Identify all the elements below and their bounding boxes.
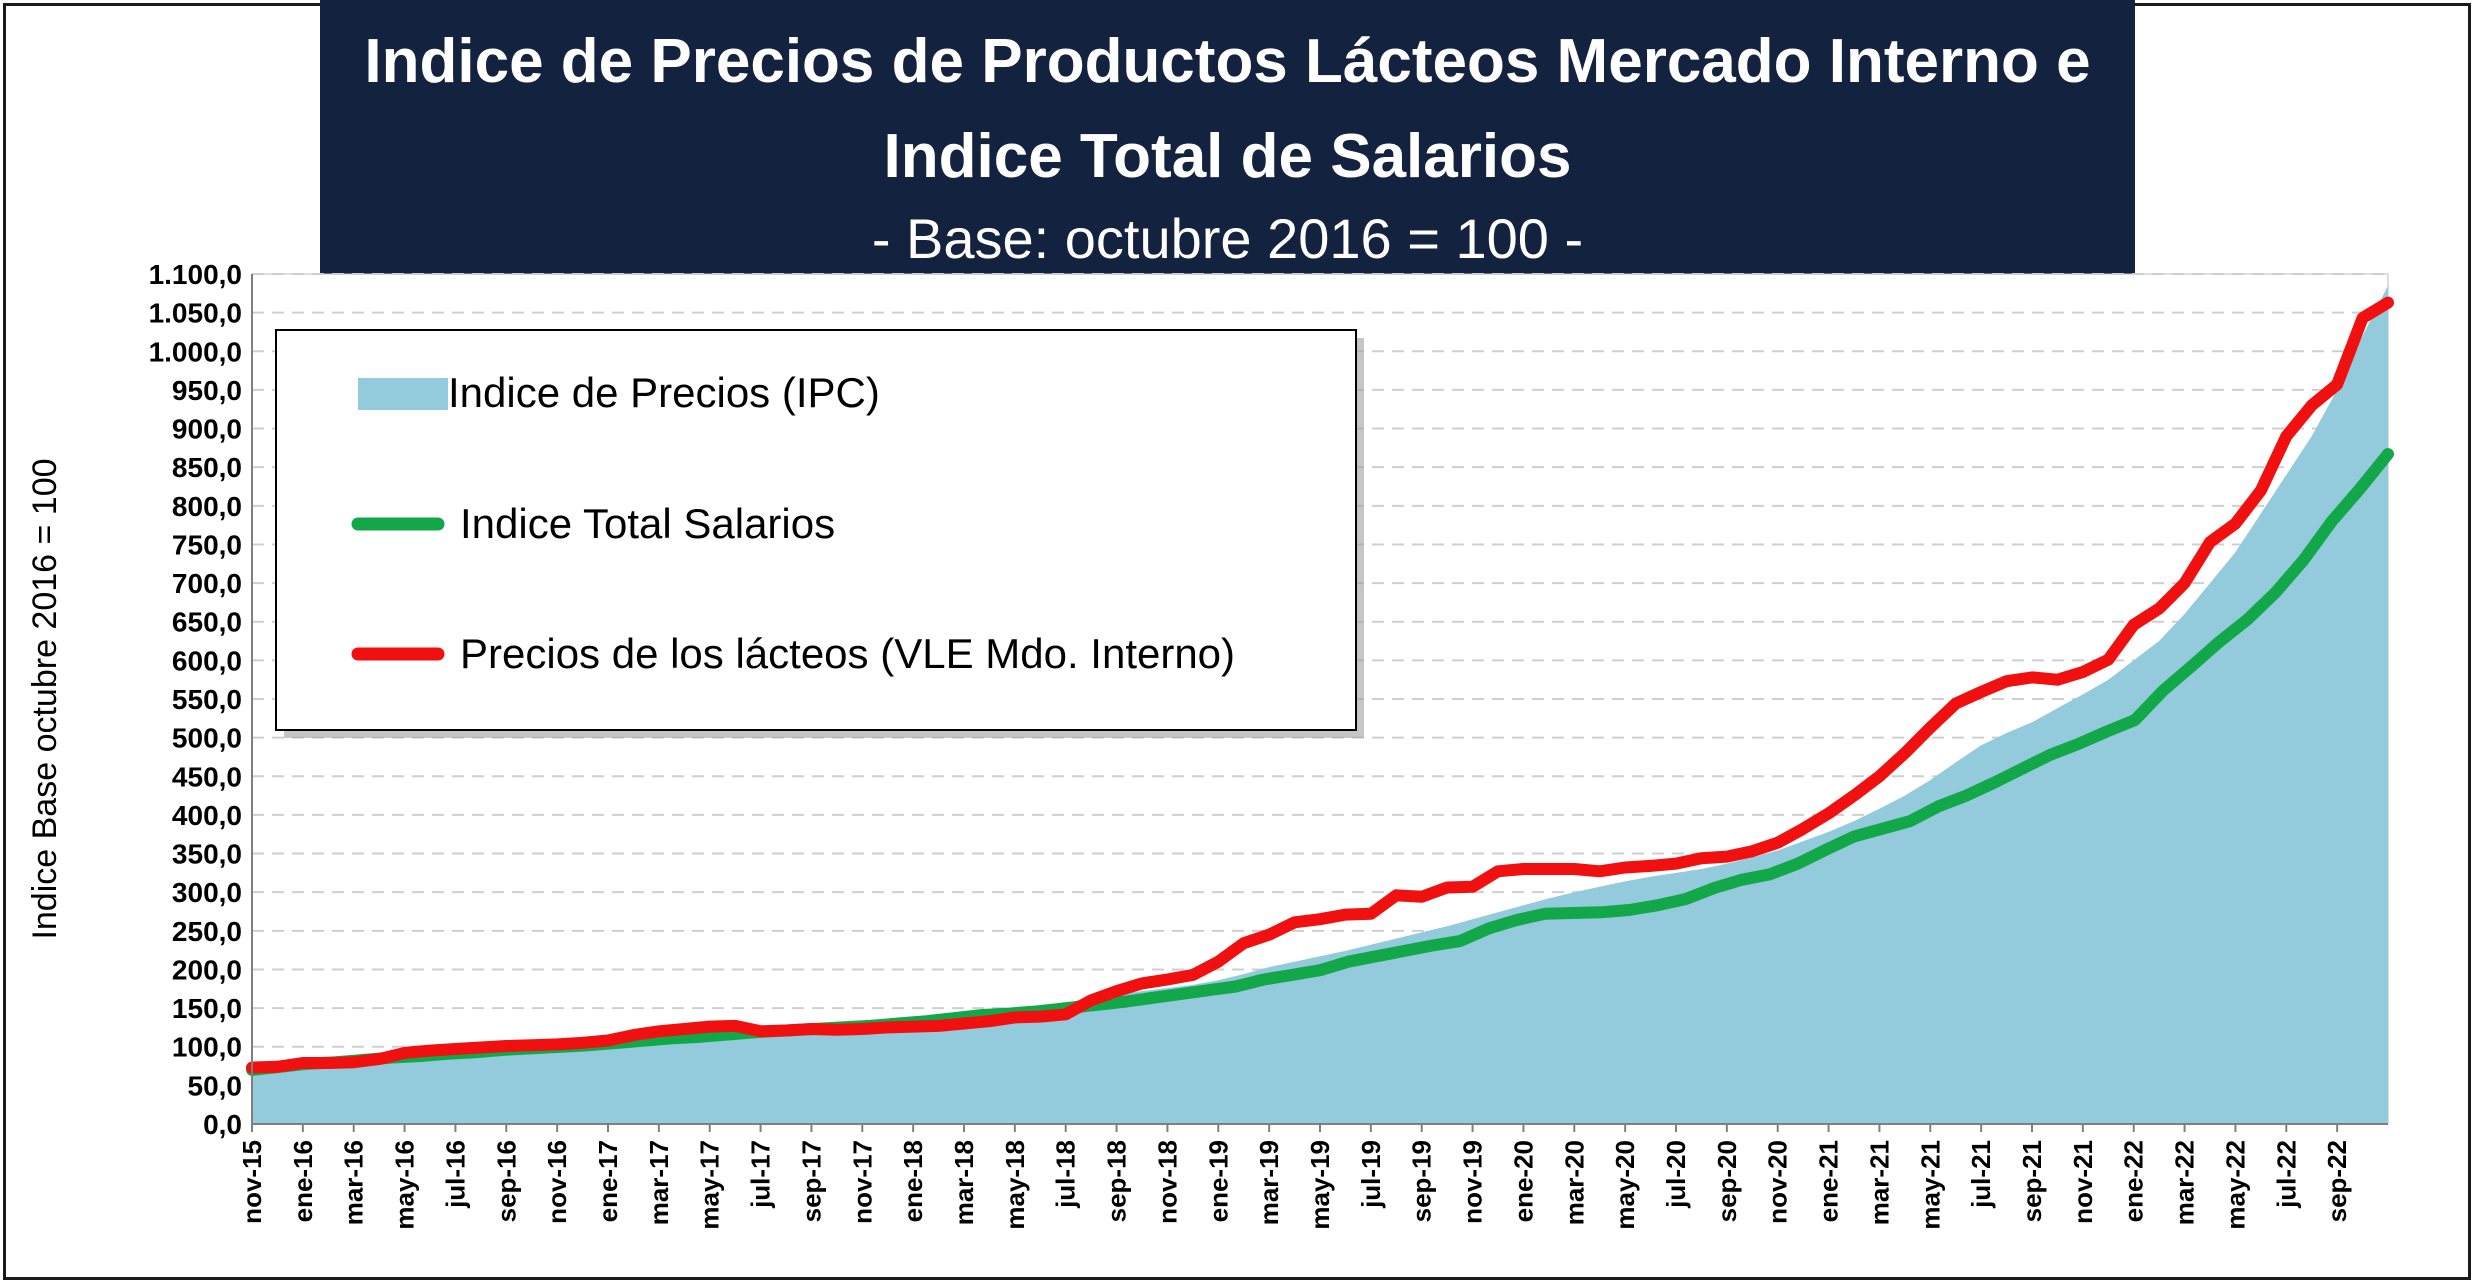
chart-title: Indice de Precios de Productos Lácteos M… [320, 14, 2135, 204]
y-tick-label: 350,0 [172, 839, 242, 870]
y-axis-label: Indice Base octubre 2016 = 100 [26, 458, 64, 939]
y-tick-label: 300,0 [172, 877, 242, 908]
x-tick-label: ene-19 [1203, 1140, 1233, 1222]
y-tick-label: 250,0 [172, 916, 242, 947]
y-tick-label: 750,0 [172, 529, 242, 560]
x-tick-label: sep-19 [1407, 1140, 1437, 1222]
legend-label-ipc: Indice de Precios (IPC) [448, 369, 880, 416]
x-tick-label: may-17 [695, 1140, 725, 1230]
x-tick-label: mar-18 [949, 1140, 979, 1225]
y-tick-label: 400,0 [172, 800, 242, 831]
ipc-area [252, 285, 2388, 1125]
x-tick-label: jul-19 [1356, 1140, 1386, 1209]
x-tick-label: nov-16 [542, 1140, 572, 1224]
y-tick-label: 1.000,0 [149, 336, 242, 367]
x-tick-label: jul-16 [440, 1140, 470, 1209]
y-tick-label: 450,0 [172, 761, 242, 792]
y-tick-label: 200,0 [172, 954, 242, 985]
chart-subtitle: - Base: octubre 2016 = 100 - [871, 207, 1584, 270]
x-tick-label: nov-17 [847, 1140, 877, 1224]
x-tick-label: ene-22 [2119, 1140, 2149, 1222]
legend-swatch-ipc [358, 378, 448, 410]
y-tick-label: 800,0 [172, 491, 242, 522]
x-tick-label: may-19 [1305, 1140, 1335, 1230]
legend: Indice de Precios (IPC) Indice Total Sala… [275, 329, 1364, 738]
x-tick-label: nov-18 [1152, 1140, 1182, 1224]
y-tick-label: 550,0 [172, 684, 242, 715]
x-tick-label: mar-22 [2170, 1140, 2200, 1225]
x-tick-label: jul-20 [1661, 1140, 1691, 1209]
x-tick-label: sep-16 [491, 1140, 521, 1222]
x-tick-label: ene-18 [898, 1140, 928, 1222]
x-tick-label: mar-21 [1864, 1140, 1894, 1225]
y-tick-label: 900,0 [172, 414, 242, 445]
x-tick-label: may-18 [1000, 1140, 1030, 1230]
x-tick-label: sep-22 [2322, 1140, 2352, 1222]
y-tick-label: 50,0 [188, 1070, 243, 1101]
x-tick-label: nov-19 [1458, 1140, 1488, 1224]
x-tick-label: jul-18 [1051, 1140, 1081, 1209]
x-tick-label: jul-17 [746, 1140, 776, 1209]
x-tick-label: nov-15 [237, 1140, 267, 1224]
x-tick-label: sep-17 [796, 1140, 826, 1222]
x-tick-label: sep-18 [1102, 1140, 1132, 1222]
x-tick-label: ene-21 [1814, 1140, 1844, 1222]
x-tick-label: nov-21 [2068, 1140, 2098, 1224]
y-tick-label: 650,0 [172, 607, 242, 638]
x-tick-label: mar-17 [644, 1140, 674, 1225]
y-tick-label: 0,0 [203, 1109, 242, 1140]
x-tick-label: mar-19 [1254, 1140, 1284, 1225]
legend-label-lacteos: Precios de los lácteos (VLE Mdo. Interno… [460, 630, 1235, 677]
y-tick-label: 100,0 [172, 1032, 242, 1063]
y-tick-label: 850,0 [172, 452, 242, 483]
legend-label-salarios: Indice Total Salarios [460, 500, 835, 547]
lacteos-line [246, 296, 2394, 1074]
chart-title-line2: Indice Total de Salarios [883, 122, 1572, 191]
x-tick-label: ene-16 [288, 1140, 318, 1222]
x-tick-label: may-22 [2220, 1140, 2250, 1230]
y-tick-label: 500,0 [172, 723, 242, 754]
x-tick-label: nov-20 [1763, 1140, 1793, 1224]
x-tick-label: may-21 [1915, 1140, 1945, 1230]
chart-title-line1: Indice de Precios de Productos Lácteos M… [364, 27, 2091, 96]
y-tick-label: 950,0 [172, 375, 242, 406]
x-tick-label: mar-20 [1559, 1140, 1589, 1225]
x-tick-label: jul-21 [1966, 1140, 1996, 1209]
y-tick-label: 1.050,0 [149, 298, 242, 329]
x-tick-label: sep-21 [2017, 1140, 2047, 1222]
x-tick-label: may-16 [390, 1140, 420, 1230]
x-tick-label: mar-16 [339, 1140, 369, 1225]
legend-box [275, 329, 1357, 731]
y-tick-label: 1.100,0 [149, 259, 242, 290]
x-tick-label: jul-22 [2271, 1140, 2301, 1209]
x-tick-label: sep-20 [1712, 1140, 1742, 1222]
y-tick-label: 150,0 [172, 993, 242, 1024]
y-tick-label: 700,0 [172, 568, 242, 599]
y-tick-label: 600,0 [172, 645, 242, 676]
title-banner: Indice de Precios de Productos Lácteos M… [320, 0, 2135, 278]
x-tick-label: ene-17 [593, 1140, 623, 1222]
x-tick-label: may-20 [1610, 1140, 1640, 1230]
x-tick-label: ene-20 [1508, 1140, 1538, 1222]
